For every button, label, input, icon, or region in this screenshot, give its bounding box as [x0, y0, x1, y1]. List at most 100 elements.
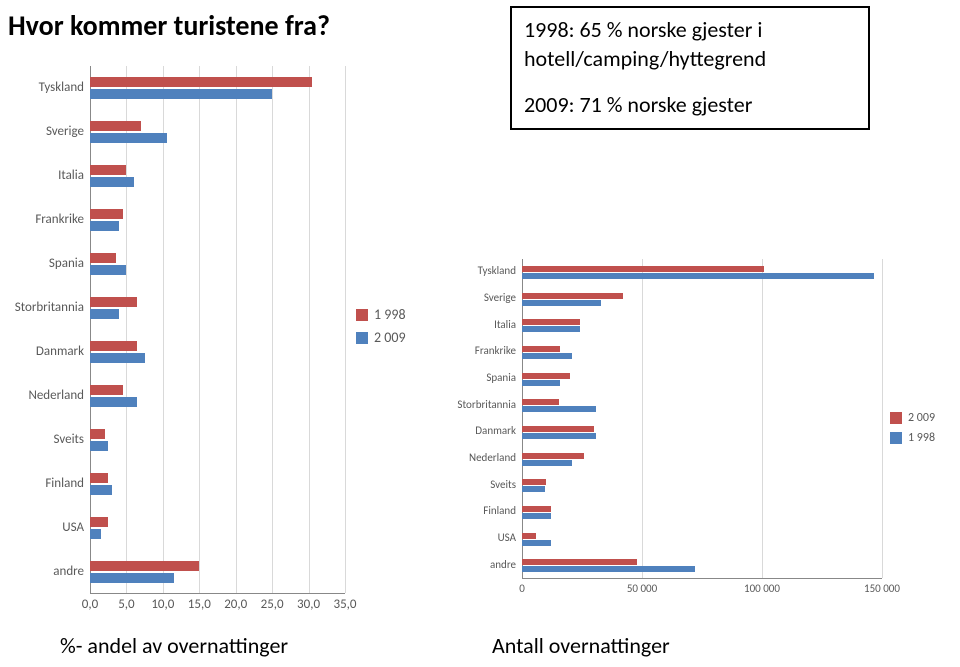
bar: [90, 517, 108, 527]
category-label: Nederland: [469, 451, 522, 464]
info-line-2: hotell/camping/hyttegrend: [524, 45, 856, 74]
category-label: Sveits: [490, 478, 522, 491]
bar: [90, 121, 141, 131]
bar: [522, 486, 545, 492]
x-tick: 5,0: [118, 593, 134, 612]
bar: [522, 380, 560, 386]
gridline: [163, 66, 164, 593]
category-label: Frankrike: [35, 212, 90, 227]
bar: [522, 293, 623, 299]
category-label: Sverige: [46, 124, 90, 139]
legend-label: 2 009: [908, 411, 935, 425]
bar: [522, 399, 559, 405]
info-gap: [524, 73, 856, 91]
x-tick: 20,0: [224, 593, 247, 612]
category-label: Spania: [486, 371, 522, 384]
legend-row: 1 998: [356, 306, 406, 323]
x-tick: 150 000: [864, 578, 900, 595]
category-label: Spania: [49, 256, 90, 271]
bar: [522, 533, 536, 539]
bar: [90, 309, 119, 319]
bar: [90, 561, 199, 571]
info-line-3: 2009: 71 % norske gjester: [524, 91, 856, 120]
plot-area-left: 0,05,010,015,020,025,030,035,0TysklandSv…: [90, 66, 345, 594]
category-label: USA: [498, 531, 522, 544]
bar: [90, 573, 174, 583]
x-tick: 15,0: [188, 593, 211, 612]
bar: [522, 460, 572, 466]
category-label: Storbritannia: [15, 300, 90, 315]
category-label: Tyskland: [39, 80, 90, 95]
bar: [522, 453, 584, 459]
bar: [90, 297, 137, 307]
chart-count: 0 50 000 100 000 150 000 Tyskland Sverige Ital…: [440, 255, 960, 615]
bar: [522, 346, 560, 352]
bar: [522, 353, 572, 359]
gridline: [762, 259, 763, 578]
legend-right: 2 009 1 998: [890, 405, 935, 451]
x-tick: 50 000: [627, 578, 657, 595]
bar: [522, 513, 551, 519]
category-label: Italia: [494, 318, 522, 331]
legend-swatch: [356, 332, 368, 344]
category-label: Nederland: [28, 388, 90, 403]
bar: [522, 506, 551, 512]
gridline: [126, 66, 127, 593]
bar: [90, 353, 145, 363]
bar: [522, 406, 596, 412]
legend-swatch: [356, 309, 368, 321]
caption-percent: %- andel av overnattinger: [60, 632, 288, 659]
gridline: [199, 66, 200, 593]
bar: [90, 265, 126, 275]
bar: [90, 89, 272, 99]
category-label: Sverige: [484, 291, 522, 304]
gridline: [522, 259, 523, 578]
legend-label: 1 998: [908, 431, 935, 445]
legend-label: 1 998: [374, 306, 406, 323]
caption-count: Antall overnattinger: [492, 632, 670, 659]
bar: [522, 319, 580, 325]
category-label: Tyskland: [478, 264, 522, 277]
gridline: [345, 66, 346, 593]
bar: [90, 397, 137, 407]
legend-row: 2 009: [356, 329, 406, 346]
x-tick: 0: [519, 578, 525, 595]
bar: [90, 341, 137, 351]
category-label: andre: [53, 564, 90, 579]
chart-percent: 0,05,010,015,020,025,030,035,0TysklandSv…: [0, 60, 440, 620]
category-label: Sveits: [54, 432, 90, 447]
gridline: [309, 66, 310, 593]
bar: [90, 429, 105, 439]
bar: [522, 559, 637, 565]
category-label: andre: [490, 558, 522, 571]
bar: [522, 540, 551, 546]
bar: [90, 473, 108, 483]
category-label: Danmark: [475, 424, 522, 437]
bar: [522, 426, 594, 432]
x-tick: 100 000: [744, 578, 780, 595]
bar: [90, 441, 108, 451]
category-label: Storbritannia: [457, 398, 522, 411]
bar: [522, 479, 546, 485]
legend-row: 1 998: [890, 431, 935, 445]
x-tick: 30,0: [297, 593, 320, 612]
bar: [90, 77, 312, 87]
bar: [90, 253, 116, 263]
legend-left: 1 998 2 009: [356, 300, 406, 352]
legend-swatch: [890, 412, 902, 424]
gridline: [642, 259, 643, 578]
bar: [522, 273, 874, 279]
info-line-1: 1998: 65 % norske gjester i: [524, 16, 856, 45]
bar: [90, 485, 112, 495]
info-box: 1998: 65 % norske gjester i hotell/campi…: [510, 6, 870, 130]
legend-swatch: [890, 432, 902, 444]
bar: [90, 209, 123, 219]
bar: [90, 529, 101, 539]
gridline: [236, 66, 237, 593]
bar: [522, 566, 695, 572]
x-tick: 10,0: [151, 593, 174, 612]
x-tick: 35,0: [333, 593, 356, 612]
gridline: [272, 66, 273, 593]
category-label: Finland: [45, 476, 90, 491]
bar: [522, 326, 580, 332]
